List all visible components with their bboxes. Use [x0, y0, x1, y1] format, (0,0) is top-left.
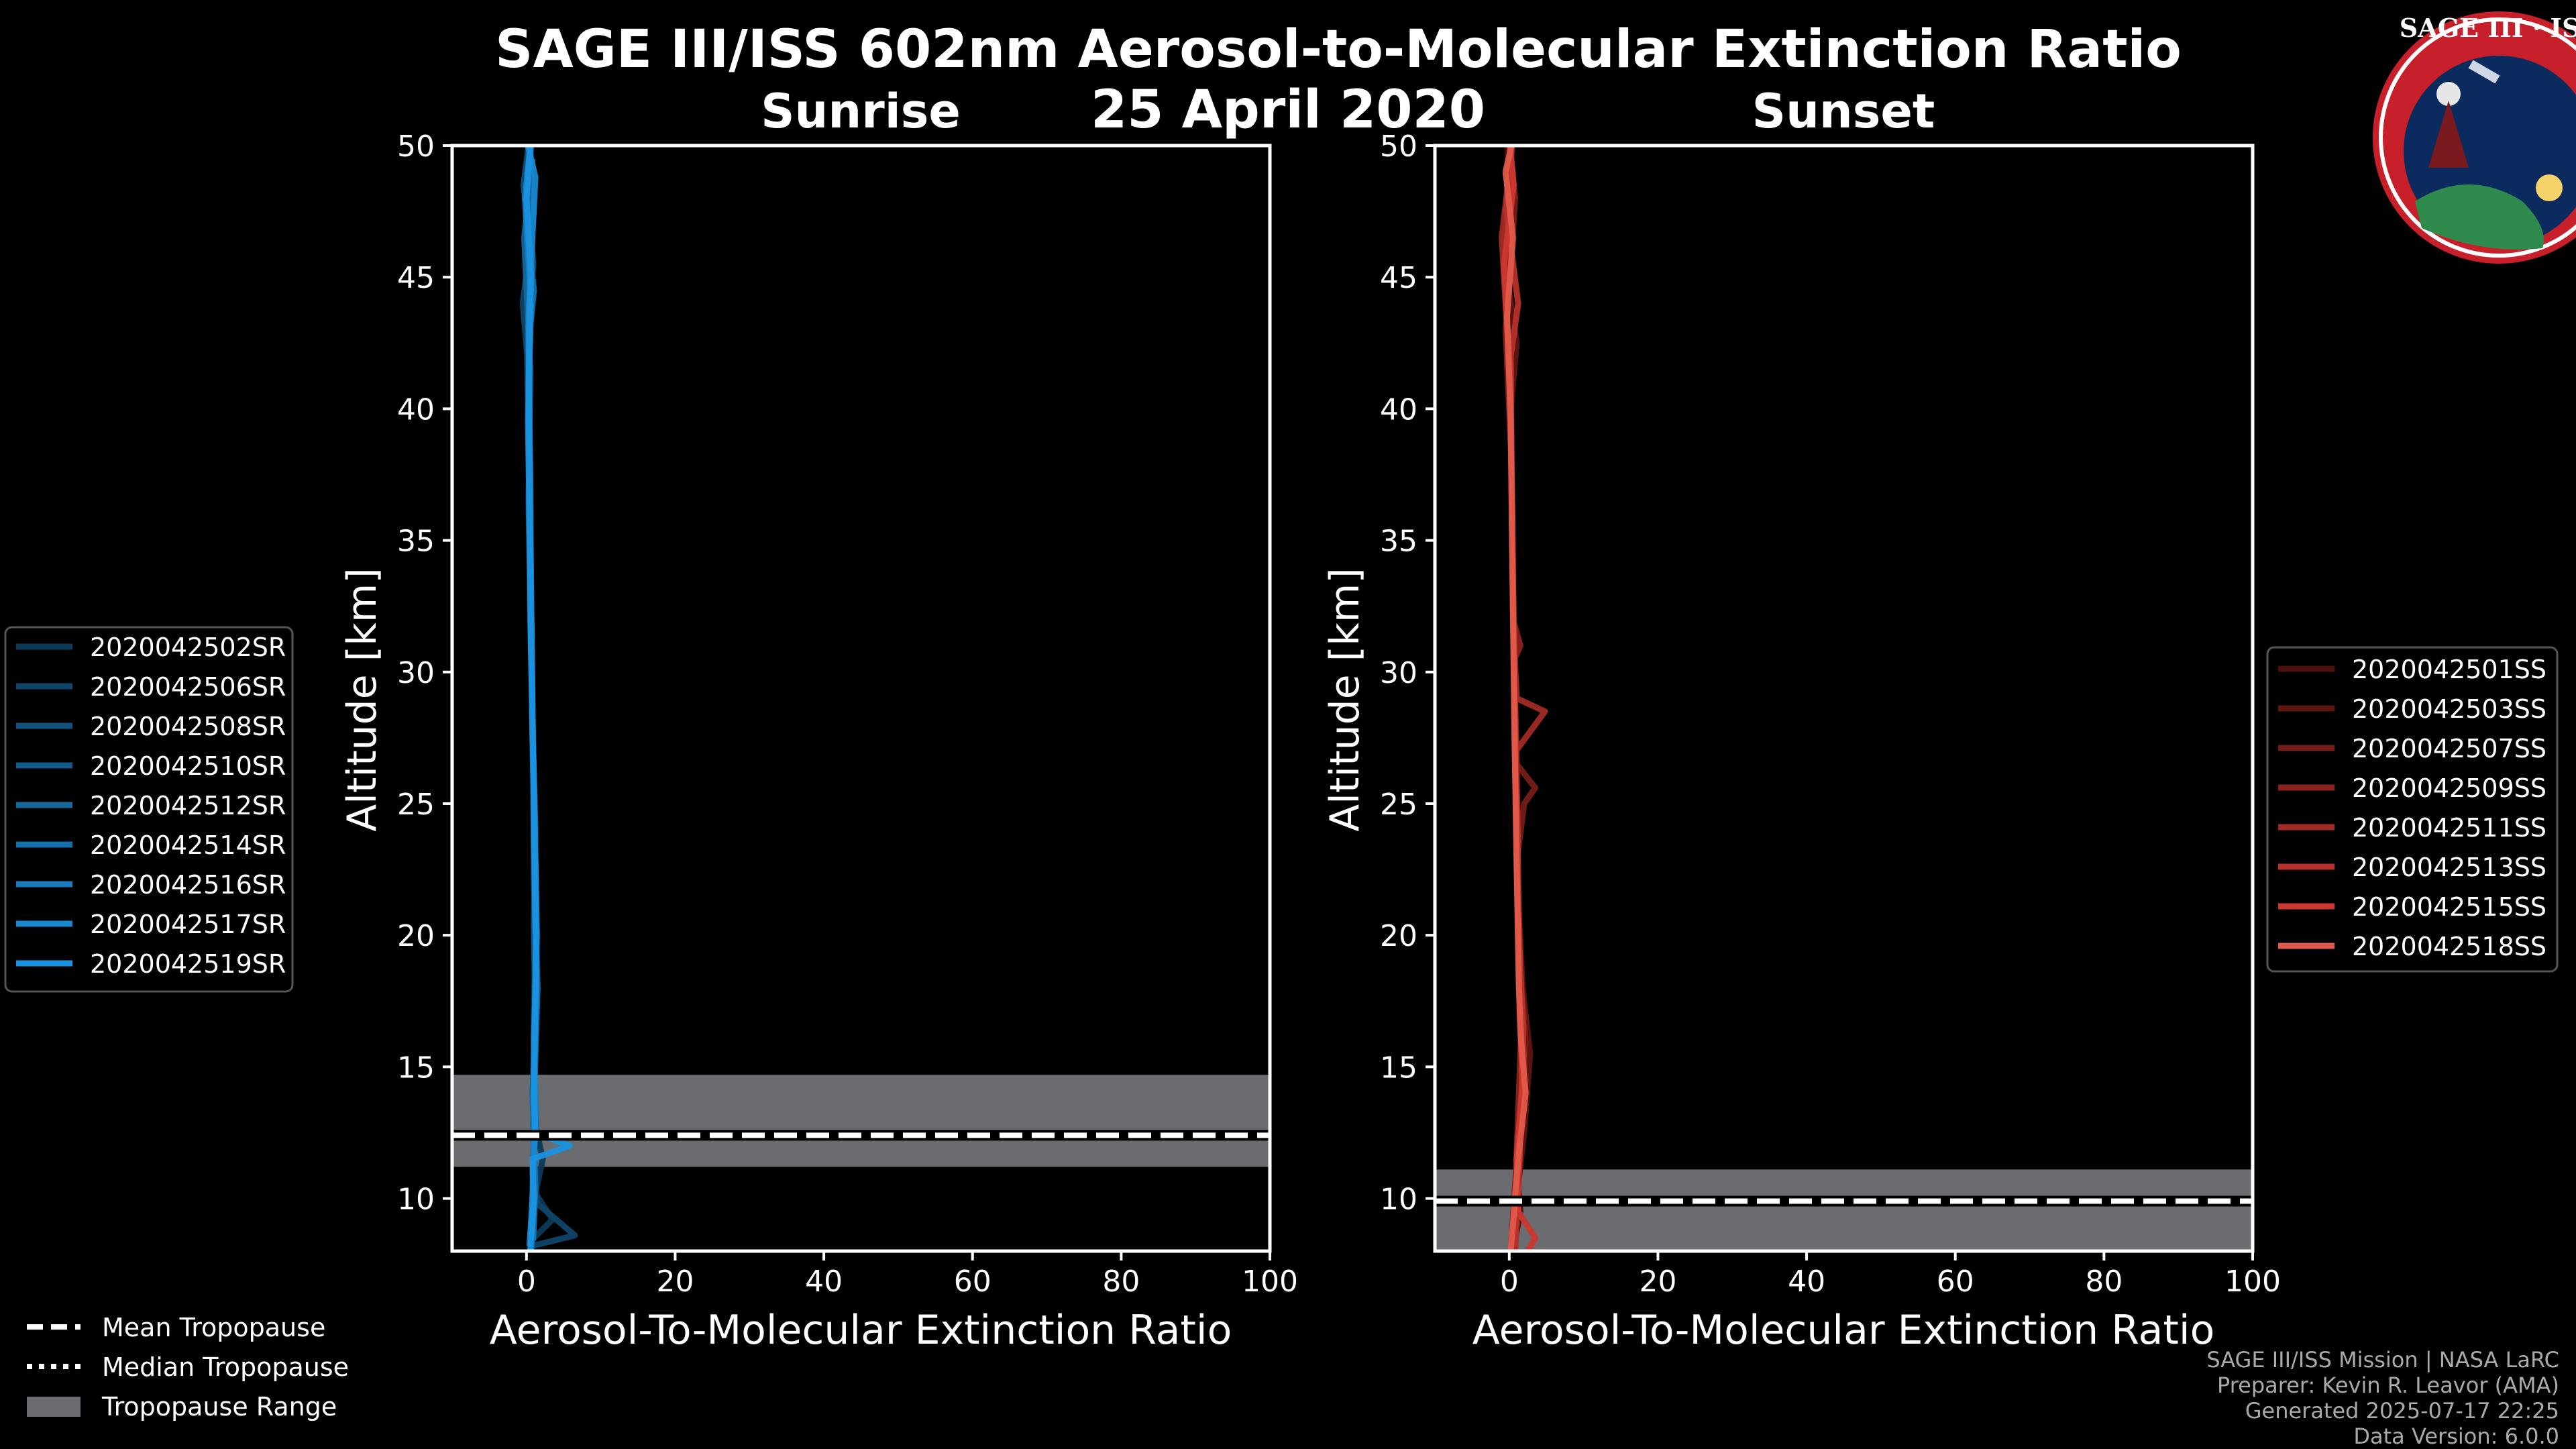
- footer: SAGE III/ISS Mission | NASA LaRC Prepare…: [2206, 1347, 2559, 1449]
- sunset-x-tick-label: 0: [1500, 1265, 1519, 1299]
- sunrise-plot: 0 20 40 60 80 100 10 15 20 25 30 35 40 45 50: [397, 129, 1298, 1299]
- footer-generated: Generated 2025-07-17 22:25: [2245, 1398, 2559, 1424]
- sunrise-y-tick-label: 50: [397, 129, 435, 164]
- sunset-y-tick-label: 35: [1380, 525, 1417, 559]
- logo-moon: [2436, 82, 2461, 106]
- tropopause-range-swatch: [27, 1397, 80, 1417]
- sunset-y-tick-label: 10: [1380, 1183, 1417, 1217]
- legend-label-2020042516SR: 2020042516SR: [90, 870, 286, 900]
- sunrise-y-tick-label: 45: [397, 261, 435, 295]
- legend-label-2020042510SR: 2020042510SR: [90, 751, 286, 781]
- sunset-y-tick-label: 40: [1380, 392, 1417, 427]
- sunrise-x-tick-label: 20: [656, 1265, 694, 1299]
- sunset-panel-title: Sunset: [1752, 84, 1935, 139]
- legend-label-2020042519SR: 2020042519SR: [90, 949, 286, 979]
- legend-label-2020042514SR: 2020042514SR: [90, 830, 286, 860]
- sunset-x-tick-label: 60: [1937, 1265, 1974, 1299]
- sunset-legend: 2020042501SS 2020042503SS 2020042507SS 2020…: [2266, 646, 2559, 973]
- legend-label-2020042508SR: 2020042508SR: [90, 712, 286, 741]
- sunset-y-tick-label: 25: [1380, 788, 1417, 822]
- legend-label-2020042501SS: 2020042501SS: [2352, 655, 2546, 684]
- logo-title: SAGE III · ISS: [2400, 13, 2576, 43]
- sunrise-y-tick-label: 30: [397, 656, 435, 690]
- sunset-y-tick-label: 50: [1380, 129, 1417, 164]
- logo-sun: [2536, 174, 2563, 201]
- legend-label-2020042513SS: 2020042513SS: [2352, 853, 2546, 882]
- legend-label-2020042515SS: 2020042515SS: [2352, 892, 2546, 922]
- logo-figure: [2428, 101, 2469, 168]
- sunset-y-tick-label: 45: [1380, 261, 1417, 295]
- sunrise-x-tick-label: 60: [954, 1265, 991, 1299]
- legend-label-2020042509SS: 2020042509SS: [2352, 773, 2546, 803]
- logo-iss: [2468, 60, 2500, 84]
- sunset-plot-area: [1435, 146, 2253, 1251]
- sunrise-tropopause-range: [452, 1075, 1270, 1167]
- sunset-x-tick-label: 40: [1788, 1265, 1825, 1299]
- sunset-y-axis-label: Altitude [km]: [1322, 568, 1368, 832]
- legend-label-2020042511SS: 2020042511SS: [2352, 813, 2546, 843]
- sunset-y-tick-label: 15: [1380, 1051, 1417, 1085]
- tropopause-legend: Mean Tropopause Median Tropopause Tropop…: [27, 1313, 349, 1421]
- footer-mission: SAGE III/ISS Mission | NASA LaRC: [2206, 1347, 2559, 1373]
- sunset-legend-frame: [2266, 646, 2559, 973]
- sunset-x-tick-label: 20: [1639, 1265, 1676, 1299]
- sunset-y-tick-label: 20: [1380, 919, 1417, 953]
- sunset-x-tick-label: 80: [2085, 1265, 2123, 1299]
- sunrise-x-tick-label: 80: [1102, 1265, 1140, 1299]
- figure-title: SAGE III/ISS 602nm Aerosol-to-Molecular …: [495, 19, 2182, 80]
- legend-label-2020042517SR: 2020042517SR: [90, 910, 286, 939]
- legend-label-2020042518SS: 2020042518SS: [2352, 932, 2546, 961]
- logo-ring-stroke: [2379, 17, 2576, 258]
- sunset-plot-frame: [1433, 144, 2255, 1253]
- tropopause-range-label: Tropopause Range: [101, 1392, 337, 1421]
- logo-earth-land: [2415, 184, 2544, 250]
- sunset-plot: 0 20 40 60 80 100 10 15 20 25 30 35 40 45 50: [1380, 129, 2281, 1299]
- sage-iii-iss-logo: SAGE III · ISS: [2373, 11, 2576, 264]
- sunrise-x-tick-label: 40: [805, 1265, 843, 1299]
- sunrise-x-tick-label: 100: [1242, 1265, 1298, 1299]
- mean-tropopause-label: Mean Tropopause: [102, 1313, 325, 1342]
- sunrise-y-tick-label: 15: [397, 1051, 435, 1085]
- sunrise-y-tick-label: 10: [397, 1183, 435, 1217]
- footer-version: Data Version: 6.0.0: [2353, 1424, 2559, 1449]
- figure-date: 25 April 2020: [1091, 80, 1485, 140]
- sunset-y-tick-label: 30: [1380, 656, 1417, 690]
- series-line-2020042518SS: [1502, 146, 1529, 1251]
- sunrise-plot-frame: [450, 144, 1272, 1253]
- legend-label-2020042506SR: 2020042506SR: [90, 672, 286, 702]
- median-tropopause-label: Median Tropopause: [102, 1352, 349, 1382]
- sunrise-x-tick-label: 0: [517, 1265, 536, 1299]
- sunrise-x-axis-label: Aerosol-To-Molecular Extinction Ratio: [490, 1307, 1232, 1354]
- sunrise-panel-title: Sunrise: [761, 84, 961, 139]
- sunrise-y-tick-label: 20: [397, 919, 435, 953]
- sunrise-y-tick-label: 25: [397, 788, 435, 822]
- sunrise-legend-frame: [4, 626, 294, 993]
- footer-preparer: Preparer: Kevin R. Leavor (AMA): [2217, 1373, 2559, 1398]
- legend-label-2020042502SR: 2020042502SR: [90, 633, 286, 662]
- sunrise-legend: 2020042502SR 2020042506SR 2020042508SR 2020…: [4, 626, 294, 993]
- legend-label-2020042512SR: 2020042512SR: [90, 791, 286, 820]
- sunset-x-tick-label: 100: [2224, 1265, 2281, 1299]
- series-line-2020042519SR: [523, 146, 573, 1251]
- sunset-x-axis-label: Aerosol-To-Molecular Extinction Ratio: [1472, 1307, 2215, 1354]
- sunrise-y-tick-label: 35: [397, 525, 435, 559]
- sunrise-plot-area: [452, 146, 1270, 1251]
- sunrise-y-axis-label: Altitude [km]: [339, 568, 386, 832]
- sunrise-y-tick-label: 40: [397, 392, 435, 427]
- legend-label-2020042507SS: 2020042507SS: [2352, 734, 2546, 763]
- legend-label-2020042503SS: 2020042503SS: [2352, 694, 2546, 724]
- sunset-tropopause-range: [1435, 1169, 2253, 1251]
